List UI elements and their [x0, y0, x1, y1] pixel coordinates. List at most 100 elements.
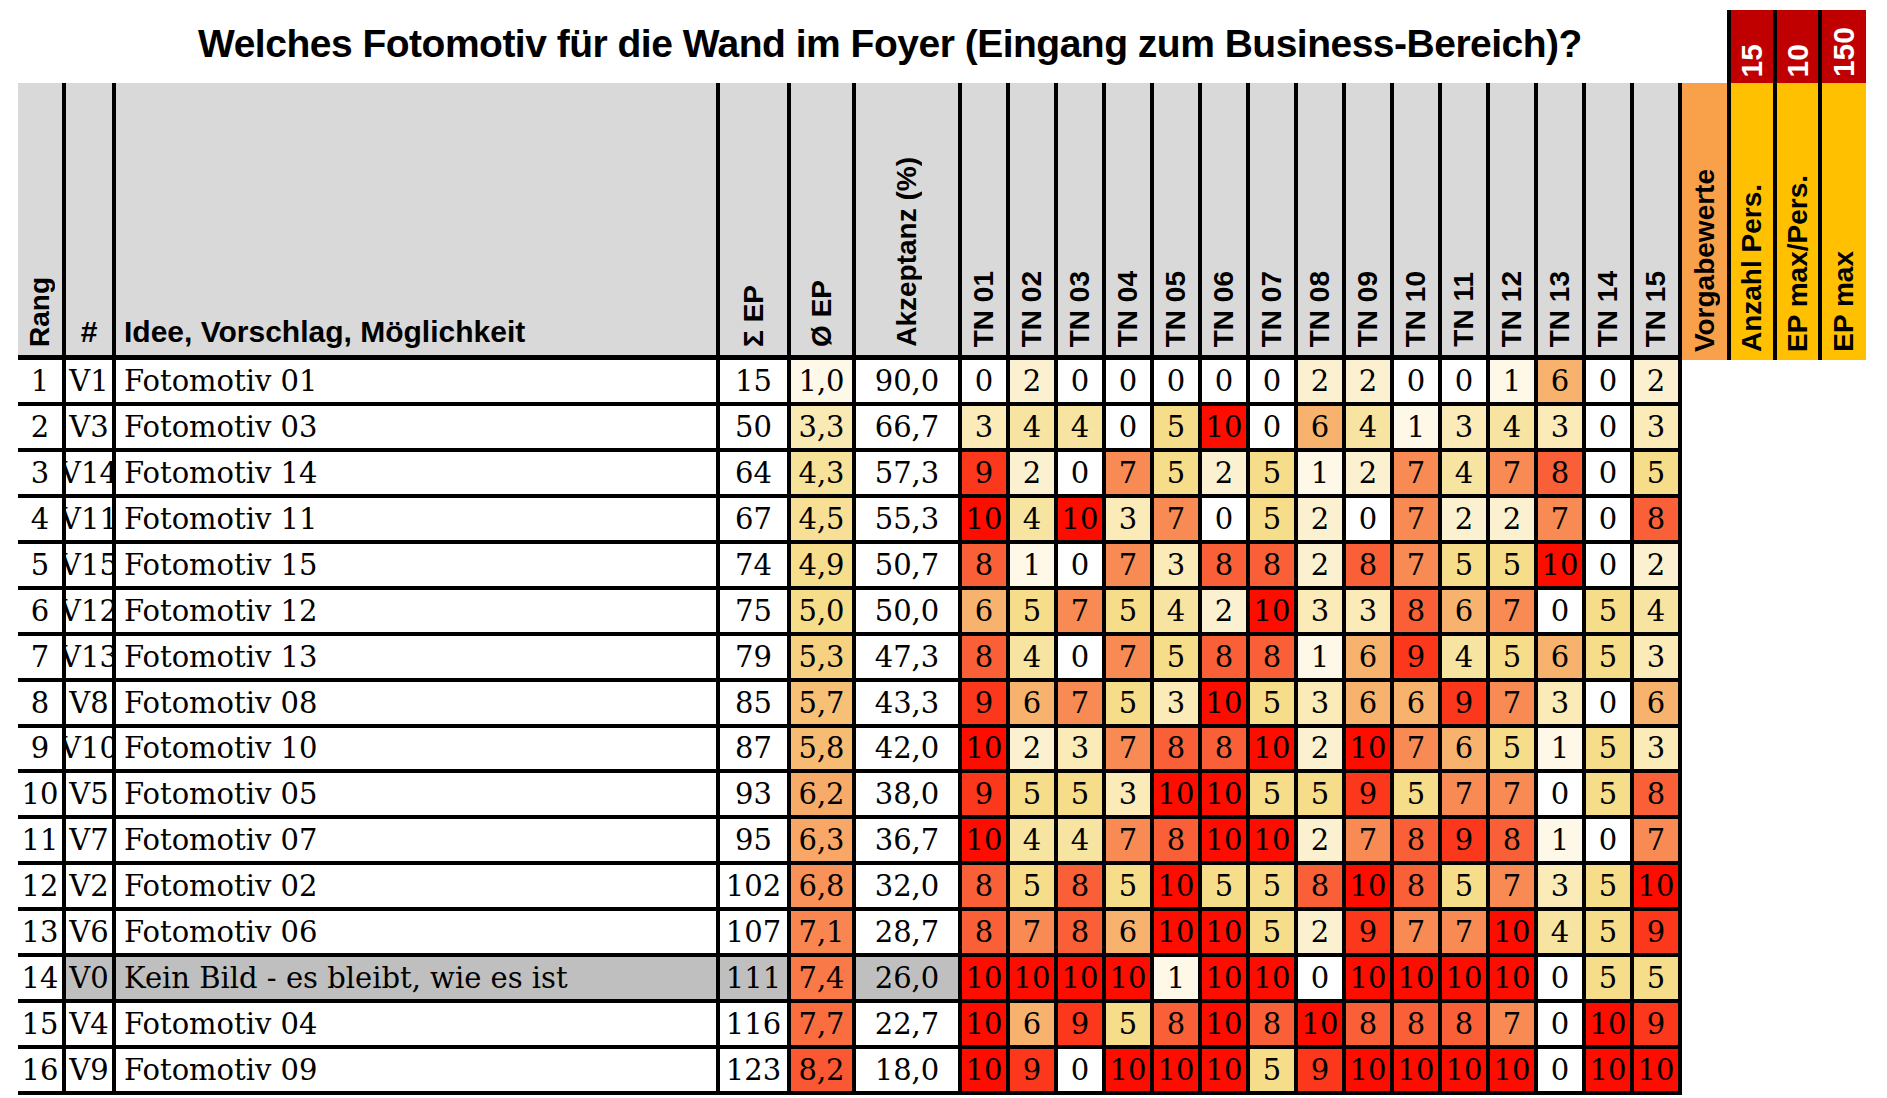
- tn-score-cell: 7: [1394, 728, 1442, 770]
- tn-score-cell: 7: [1490, 590, 1538, 632]
- akzeptanz-cell: 36,7: [856, 819, 962, 861]
- table-row: 7 V13 Fotomotiv 13 79 5,3 47,3 840758816…: [18, 636, 1682, 682]
- tn-score-cell: 0: [1586, 406, 1634, 448]
- sum-ep-cell: 79: [720, 636, 791, 678]
- tn-score-cell: 10: [1586, 1049, 1634, 1091]
- tn-score-cell: 0: [1106, 406, 1154, 448]
- tn-score-cell: 0: [1538, 1003, 1586, 1045]
- tn-score-cell: 5: [1250, 773, 1298, 815]
- tn-score-cell: 10: [1202, 819, 1250, 861]
- tn-score-cell: 9: [1058, 1003, 1106, 1045]
- tn-score-cell: 3: [1106, 498, 1154, 540]
- table-row: 15 V4 Fotomotiv 04 116 7,7 22,7 10695810…: [18, 1003, 1682, 1049]
- tn-score-cell: 10: [1154, 773, 1202, 815]
- tn-score-cell: 10: [1010, 957, 1058, 999]
- avg-ep-cell: 5,8: [791, 728, 856, 770]
- tn-score-cell: 0: [1058, 544, 1106, 586]
- tn-score-cell: 5: [1010, 773, 1058, 815]
- tn-score-cell: 9: [962, 773, 1010, 815]
- param-value: 15: [1737, 44, 1767, 77]
- id-cell: V1: [66, 360, 116, 402]
- tn-score-cell: 5: [1490, 544, 1538, 586]
- tn-score-cell: 7: [1490, 682, 1538, 724]
- rang-cell: 11: [18, 819, 66, 861]
- tn-score-cell: 5: [1106, 1003, 1154, 1045]
- tn-score-cell: 0: [1154, 360, 1202, 402]
- akzeptanz-cell: 28,7: [856, 911, 962, 953]
- tn-score-cell: 7: [1154, 498, 1202, 540]
- tn-score-cell: 0: [1442, 360, 1490, 402]
- tn-score-cell: 0: [1202, 498, 1250, 540]
- rang-cell: 14: [18, 957, 66, 999]
- tn-score-cell: 8: [962, 911, 1010, 953]
- id-cell: V4: [66, 1003, 116, 1045]
- tn-score-cell: 10: [1058, 957, 1106, 999]
- tn-score-cell: 8: [1298, 865, 1346, 907]
- tn-score-cell: 4: [1538, 911, 1586, 953]
- tn-score-cell: 5: [1106, 865, 1154, 907]
- tn-score-cell: 6: [1394, 682, 1442, 724]
- column-header-tn: TN 08: [1298, 83, 1346, 355]
- tn-score-cell: 5: [1010, 590, 1058, 632]
- tn-score-cell: 3: [1634, 636, 1682, 678]
- tn-score-cell: 8: [1250, 544, 1298, 586]
- param-label: EP max: [1830, 251, 1858, 352]
- tn-score-cell: 6: [1010, 1003, 1058, 1045]
- tn-score-cell: 0: [962, 360, 1010, 402]
- table-row: 4 V11 Fotomotiv 11 67 4,5 55,3 104103705…: [18, 498, 1682, 544]
- tn-score-cell: 6: [1538, 636, 1586, 678]
- idee-cell: Fotomotiv 11: [116, 498, 720, 540]
- tn-score-cell: 0: [1538, 1049, 1586, 1091]
- tn-score-cell: 4: [1346, 406, 1394, 448]
- avg-ep-cell: 4,5: [791, 498, 856, 540]
- column-header-tn: TN 09: [1346, 83, 1394, 355]
- tn-score-cell: 10: [1106, 1049, 1154, 1091]
- column-header-tn: TN 13: [1538, 83, 1586, 355]
- tn-score-cell: 9: [1346, 911, 1394, 953]
- tn-score-cell: 0: [1298, 957, 1346, 999]
- rang-cell: 2: [18, 406, 66, 448]
- idee-cell: Fotomotiv 09: [116, 1049, 720, 1091]
- idee-cell: Fotomotiv 02: [116, 865, 720, 907]
- param-value: 150: [1829, 27, 1859, 77]
- tn-score-cell: 0: [1538, 773, 1586, 815]
- rang-cell: 16: [18, 1049, 66, 1091]
- tn-score-cell: 7: [1106, 728, 1154, 770]
- tn-score-cell: 8: [1394, 590, 1442, 632]
- akzeptanz-cell: 42,0: [856, 728, 962, 770]
- sum-ep-cell: 74: [720, 544, 791, 586]
- tn-score-cell: 1: [1298, 636, 1346, 678]
- tn-score-cell: 8: [1442, 1003, 1490, 1045]
- tn-score-cell: 0: [1058, 636, 1106, 678]
- column-header-tn: TN 04: [1106, 83, 1154, 355]
- table-row: 12 V2 Fotomotiv 02 102 6,8 32,0 85851055…: [18, 865, 1682, 911]
- tn-score-cell: 3: [1538, 682, 1586, 724]
- avg-ep-cell: 8,2: [791, 1049, 856, 1091]
- sum-ep-cell: 111: [720, 957, 791, 999]
- tn-score-cell: 2: [1346, 360, 1394, 402]
- idee-cell: Fotomotiv 10: [116, 728, 720, 770]
- tn-score-cell: 6: [1346, 636, 1394, 678]
- tn-score-cell: 10: [1058, 498, 1106, 540]
- akzeptanz-cell: 57,3: [856, 452, 962, 494]
- akzeptanz-cell: 38,0: [856, 773, 962, 815]
- tn-score-cell: 0: [1586, 819, 1634, 861]
- akzeptanz-cell: 22,7: [856, 1003, 962, 1045]
- tn-score-cell: 2: [1202, 590, 1250, 632]
- tn-score-cell: 7: [1490, 452, 1538, 494]
- sum-ep-cell: 15: [720, 360, 791, 402]
- voting-matrix-sheet: Welches Fotomotiv für die Wand im Foyer …: [0, 0, 1887, 1098]
- tn-score-cell: 4: [1154, 590, 1202, 632]
- sum-ep-cell: 116: [720, 1003, 791, 1045]
- tn-score-cell: 5: [1106, 682, 1154, 724]
- tn-score-cell: 10: [1394, 957, 1442, 999]
- tn-score-cell: 9: [1010, 1049, 1058, 1091]
- tn-score-cell: 8: [962, 544, 1010, 586]
- column-header-tn: TN 06: [1202, 83, 1250, 355]
- tn-score-cell: 0: [1538, 590, 1586, 632]
- sum-ep-cell: 87: [720, 728, 791, 770]
- avg-ep-cell: 4,9: [791, 544, 856, 586]
- tn-score-cell: 0: [1250, 360, 1298, 402]
- tn-score-cell: 5: [1250, 682, 1298, 724]
- tn-score-cell: 10: [1154, 911, 1202, 953]
